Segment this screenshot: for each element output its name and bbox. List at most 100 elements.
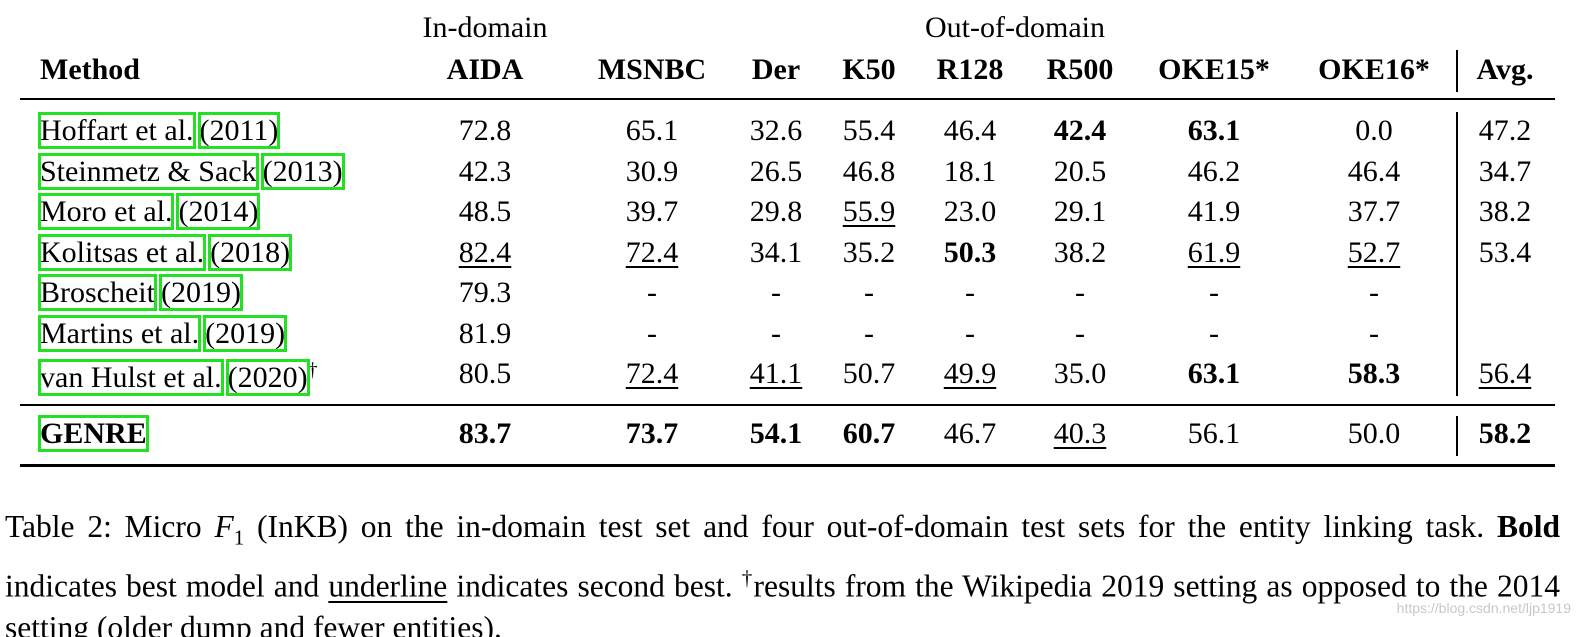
score-cell: 83.7 <box>458 417 512 450</box>
score-cell: 58.3 <box>1347 357 1401 390</box>
score-cell: 29.1 <box>1053 195 1107 228</box>
score-cell: 46.4 <box>1347 154 1401 188</box>
score-cell: - <box>1075 276 1085 309</box>
score-cell: 50.7 <box>842 357 896 390</box>
score-cell: 40.3 <box>1053 417 1107 450</box>
score-cell: - <box>1209 316 1219 350</box>
score-cell: 50.3 <box>943 235 997 269</box>
score-cell: 47.2 <box>1478 114 1532 147</box>
score-cell: - <box>771 276 781 309</box>
score-cell: 20.5 <box>1053 154 1107 188</box>
score-cell: 72.8 <box>458 114 512 147</box>
method-cell: Kolitsas et al. (2018) <box>37 233 293 271</box>
score-cell: 34.1 <box>749 235 803 269</box>
score-cell: 42.4 <box>1053 114 1107 147</box>
caption-text: (InKB) on the in-domain test set and fou… <box>244 509 1497 544</box>
citation-year: (2019) <box>158 274 243 311</box>
score-cell: 41.1 <box>749 357 803 390</box>
score-cell: 55.9 <box>842 195 896 228</box>
column-header: OKE16* <box>1318 53 1430 86</box>
column-header: K50 <box>842 53 896 86</box>
score-cell: 79.3 <box>458 276 512 309</box>
score-cell: 63.1 <box>1187 357 1241 390</box>
citation-year: (2011) <box>197 112 281 149</box>
caption-text: indicates second best. <box>447 568 742 604</box>
score-cell: 37.7 <box>1347 195 1401 228</box>
caption-text: † <box>741 566 754 591</box>
score-cell: 0.0 <box>1355 114 1393 147</box>
watermark: https://blog.csdn.net/ljp1919 <box>1396 600 1571 616</box>
method-cell: GENRE <box>38 415 149 452</box>
mid-rule <box>20 404 1555 406</box>
method-name: Martins et al. <box>37 314 202 352</box>
score-cell: 73.7 <box>625 417 679 450</box>
score-cell: - <box>1369 276 1379 309</box>
score-cell: 32.6 <box>749 114 803 147</box>
caption-text: underline <box>328 568 448 604</box>
score-cell: 82.4 <box>458 235 512 269</box>
score-cell: 41.9 <box>1187 195 1241 228</box>
score-cell: 30.9 <box>625 154 679 188</box>
column-header: OKE15* <box>1158 53 1270 86</box>
score-cell: 46.4 <box>943 114 997 147</box>
citation-year: (2014) <box>176 193 261 230</box>
score-cell: 55.4 <box>842 114 896 147</box>
group-header: Out-of-domain <box>925 11 1105 44</box>
score-cell: 34.7 <box>1478 154 1532 188</box>
score-cell: 29.8 <box>749 195 803 228</box>
caption-text: 1 <box>233 525 245 550</box>
citation-year: (2019) <box>203 314 288 352</box>
method-name: Kolitsas et al. <box>37 233 207 271</box>
score-cell: 48.5 <box>458 195 512 228</box>
score-cell: 38.2 <box>1053 235 1107 269</box>
citation-year: (2020) <box>225 359 310 396</box>
method-name: GENRE <box>38 415 149 452</box>
column-separator <box>1456 112 1458 396</box>
column-header: R500 <box>1046 53 1114 86</box>
group-header: In-domain <box>422 11 548 44</box>
column-header: Der <box>751 53 801 86</box>
caption-text: results from the Wikipedia 2019 setting … <box>5 568 1561 637</box>
score-cell: 38.2 <box>1478 195 1532 228</box>
score-cell: 42.3 <box>458 154 512 188</box>
score-cell: - <box>1075 316 1085 350</box>
score-cell: 54.1 <box>749 417 803 450</box>
score-cell: - <box>864 316 874 350</box>
citation-year: (2013) <box>260 152 345 190</box>
column-header: Method <box>40 53 140 86</box>
method-cell: Moro et al. (2014) <box>37 193 261 230</box>
caption-text: Bold <box>1496 509 1560 544</box>
score-cell: - <box>965 276 975 309</box>
score-cell: - <box>647 276 657 309</box>
method-cell: Broscheit (2019) <box>38 274 243 311</box>
method-name: van Hulst et al. <box>38 359 224 396</box>
score-cell: 81.9 <box>458 316 512 350</box>
score-cell: 80.5 <box>458 357 512 390</box>
method-cell: Martins et al. (2019) <box>37 314 288 352</box>
score-cell: 26.5 <box>749 154 803 188</box>
column-header: R128 <box>936 53 1004 86</box>
score-cell: - <box>1369 316 1379 350</box>
score-cell: 53.4 <box>1478 235 1532 269</box>
method-name: Hoffart et al. <box>38 112 196 149</box>
method-name: Moro et al. <box>37 193 175 230</box>
score-cell: 46.8 <box>842 154 896 188</box>
score-cell: 56.4 <box>1478 357 1532 390</box>
score-cell: - <box>965 316 975 350</box>
score-cell: 46.7 <box>943 417 997 450</box>
column-header: Avg. <box>1476 53 1534 86</box>
score-cell: 72.4 <box>625 235 679 269</box>
score-cell: 72.4 <box>625 357 679 390</box>
column-header: AIDA <box>446 53 524 86</box>
score-cell: 52.7 <box>1347 235 1401 269</box>
score-cell: 60.7 <box>842 417 896 450</box>
score-cell: 56.1 <box>1187 417 1241 450</box>
score-cell: 39.7 <box>625 195 679 228</box>
bottom-rule <box>20 464 1555 467</box>
method-cell: Steinmetz & Sack (2013) <box>38 152 345 190</box>
method-cell: van Hulst et al. (2020)† <box>38 353 318 396</box>
column-header: MSNBC <box>597 53 707 86</box>
score-cell: 61.9 <box>1187 235 1241 269</box>
footnote-marker: † <box>307 359 318 381</box>
score-cell: - <box>864 276 874 309</box>
